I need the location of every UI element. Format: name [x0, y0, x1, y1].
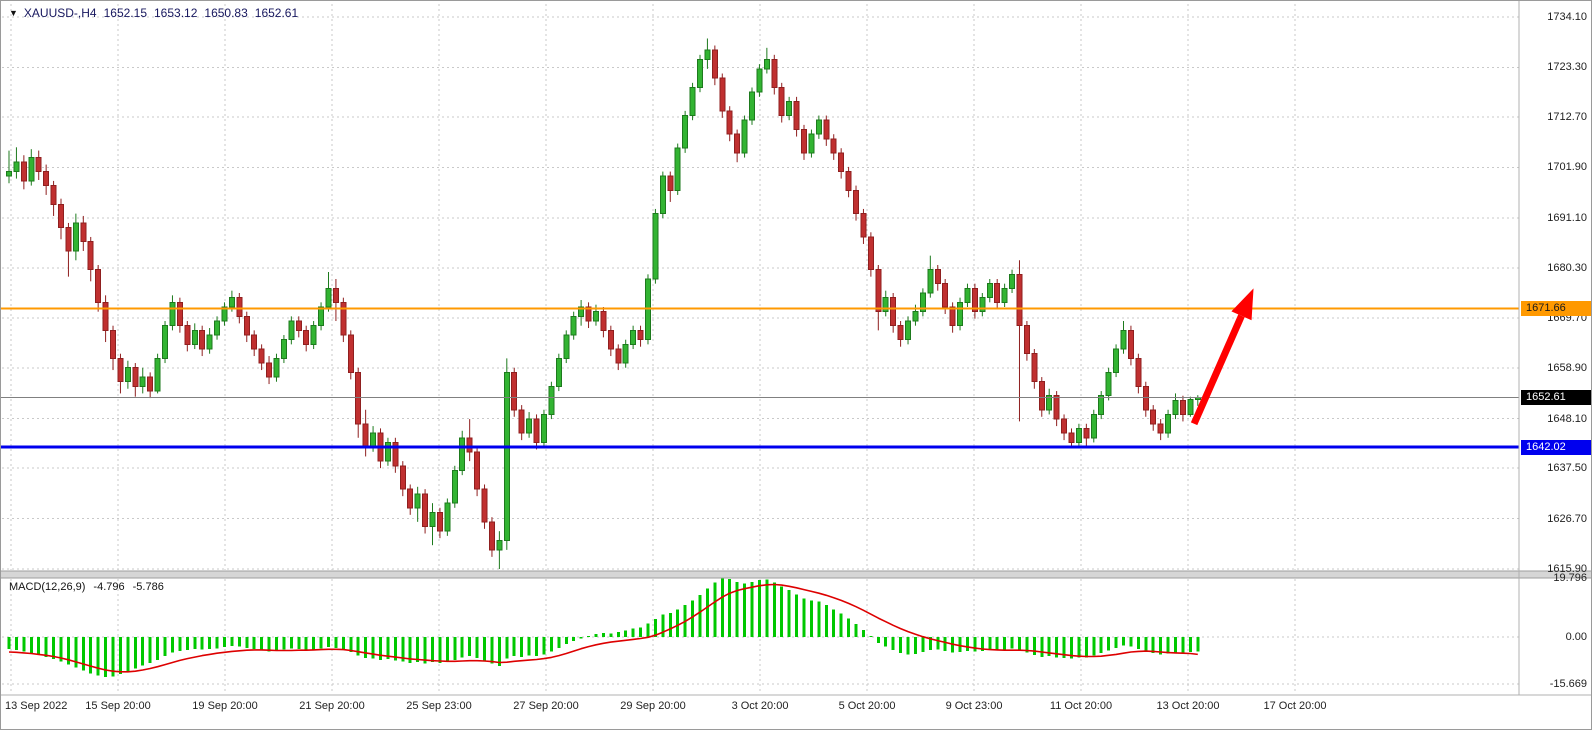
ohlc-high: 1653.12	[154, 6, 198, 20]
time-tick-label: 9 Oct 23:00	[945, 700, 1003, 712]
chart-symbol-title: ▼ XAUUSD-,H4 1652.15 1653.12 1650.83 165…	[9, 6, 298, 20]
price-tick-label: 1723.30	[1547, 61, 1587, 74]
candles-group	[6, 38, 1201, 569]
price-tick-label: 1712.70	[1547, 110, 1587, 123]
price-tick-label: 1680.30	[1547, 262, 1587, 275]
price-tick-label: 1626.70	[1547, 512, 1587, 525]
macd-indicator-label: MACD(12,26,9) -4.796 -5.786	[9, 581, 164, 593]
time-tick-label: 3 Oct 20:00	[731, 700, 789, 712]
macd-name: MACD(12,26,9)	[9, 581, 86, 593]
time-tick-label: 25 Sep 23:00	[406, 700, 472, 712]
ohlc-low: 1650.83	[204, 6, 248, 20]
time-tick-label: 29 Sep 20:00	[620, 700, 686, 712]
price-tick-label: 1658.90	[1547, 362, 1587, 375]
symbol-period-label: XAUUSD-,H4	[23, 6, 97, 20]
price-tick-label: 1691.10	[1547, 211, 1587, 224]
ohlc-open: 1652.15	[103, 6, 147, 20]
time-tick-label: 15 Sep 20:00	[85, 700, 151, 712]
current-price-badge: 1652.61	[1521, 390, 1591, 406]
price-tick-label: 1615.90	[1547, 563, 1587, 575]
panel-borders	[1, 1, 1591, 696]
time-tick-label: 17 Oct 20:00	[1263, 700, 1327, 712]
price-tick-label: 1734.10	[1547, 11, 1587, 23]
time-tick-label: 13 Sep 2022	[5, 700, 68, 712]
macd-signal-line	[8, 583, 1198, 673]
dropdown-arrow-icon[interactable]: ▼	[9, 8, 18, 18]
macd-tick-label: 0.00	[1565, 631, 1587, 643]
resistance-price-badge: 1671.66	[1521, 301, 1591, 317]
grid-lines	[2, 4, 1519, 693]
macd-main-value: -4.796	[93, 581, 125, 593]
macd-tick-label: -15.669	[1549, 678, 1587, 690]
time-tick-label: 11 Oct 20:00	[1049, 700, 1113, 712]
support-price-badge: 1642.02	[1521, 439, 1591, 455]
level-lines-group[interactable]	[1, 307, 1519, 449]
ohlc-close: 1652.61	[254, 6, 299, 20]
time-tick-label: 19 Sep 20:00	[192, 700, 258, 712]
price-tick-label: 1701.90	[1547, 161, 1587, 174]
macd-signal-value: -5.786	[132, 581, 164, 593]
price-tick-label: 1648.10	[1547, 412, 1587, 425]
macd-group	[7, 577, 1200, 678]
time-tick-label: 21 Sep 20:00	[299, 700, 365, 712]
price-tick-label: 1637.50	[1547, 462, 1587, 475]
trend-arrow-annotation[interactable]	[1190, 288, 1254, 426]
time-tick-label: 13 Oct 20:00	[1156, 700, 1220, 712]
time-tick-label: 5 Oct 20:00	[838, 700, 896, 712]
macd-tick-label: 19.796	[1553, 571, 1587, 584]
time-tick-label: 27 Sep 20:00	[513, 700, 579, 712]
